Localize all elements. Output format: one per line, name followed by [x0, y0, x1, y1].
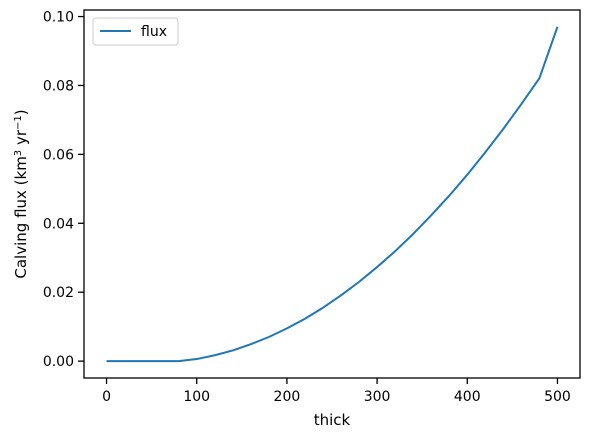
y-axis-label-mid: yr	[12, 129, 30, 150]
x-tick-label: 0	[102, 389, 111, 405]
x-ticks: 0 100 200 300 400 500	[102, 378, 571, 405]
y-tick-label: 0.04	[43, 216, 74, 232]
legend-box	[92, 17, 179, 46]
y-tick-label: 0.08	[43, 78, 74, 94]
x-tick-label: 500	[544, 389, 571, 405]
y-axis-label-end: )	[12, 109, 30, 115]
y-axis-label: Calving flux (km3 yr−1)	[12, 109, 30, 278]
y-tick-label: 0.00	[43, 354, 74, 370]
x-tick-label: 200	[274, 389, 301, 405]
y-axis-label-sup1: 3	[13, 150, 24, 156]
plot-area	[84, 10, 580, 378]
y-tick-label: 0.10	[43, 10, 74, 26]
y-axis-label-sup2: −1	[13, 115, 24, 130]
series-layer	[106, 26, 559, 363]
y-axis-label-base: Calving flux (km	[12, 156, 30, 278]
x-axis-label: thick	[314, 411, 351, 429]
x-tick-label: 400	[454, 389, 481, 405]
plot-frame	[83, 9, 581, 379]
series-line-flux	[106, 26, 559, 363]
legend: flux	[92, 17, 179, 46]
x-tick-label: 300	[364, 389, 391, 405]
legend-label-flux: flux	[141, 24, 167, 40]
y-ticks: 0.00 0.02 0.04 0.06 0.08 0.10	[43, 10, 84, 370]
y-tick-label: 0.06	[43, 147, 74, 163]
x-tick-label: 100	[183, 389, 210, 405]
y-tick-label: 0.02	[43, 285, 74, 301]
